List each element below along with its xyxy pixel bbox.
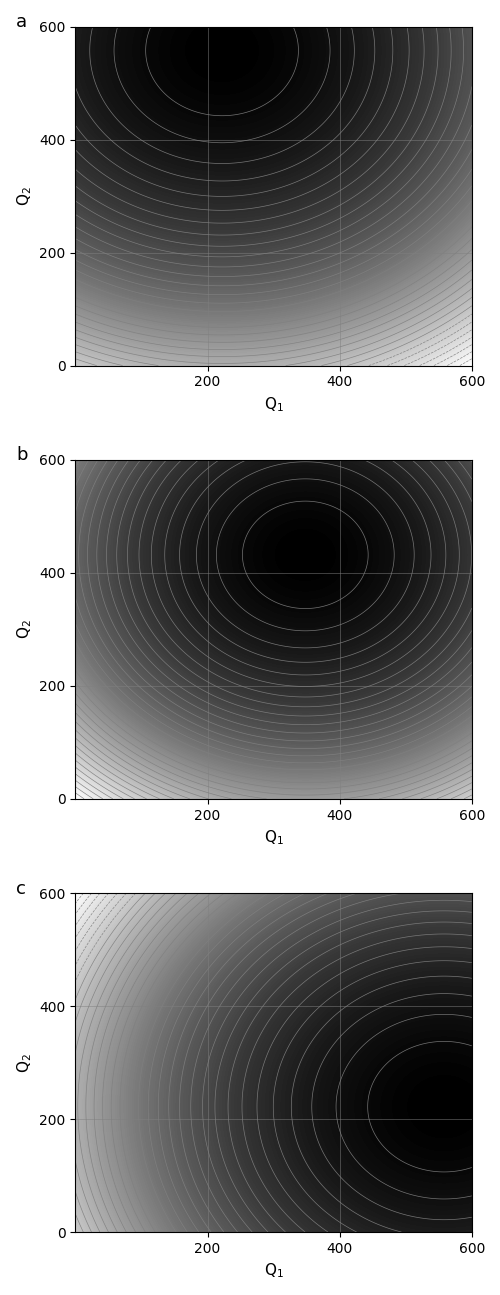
X-axis label: Q$_1$: Q$_1$ xyxy=(264,395,283,413)
Y-axis label: Q$_2$: Q$_2$ xyxy=(15,1053,34,1072)
Text: c: c xyxy=(16,879,26,897)
X-axis label: Q$_1$: Q$_1$ xyxy=(264,1261,283,1279)
Y-axis label: Q$_2$: Q$_2$ xyxy=(15,619,34,640)
Y-axis label: Q$_2$: Q$_2$ xyxy=(15,186,34,206)
Text: a: a xyxy=(16,13,27,31)
Text: b: b xyxy=(16,447,28,465)
X-axis label: Q$_1$: Q$_1$ xyxy=(264,828,283,847)
